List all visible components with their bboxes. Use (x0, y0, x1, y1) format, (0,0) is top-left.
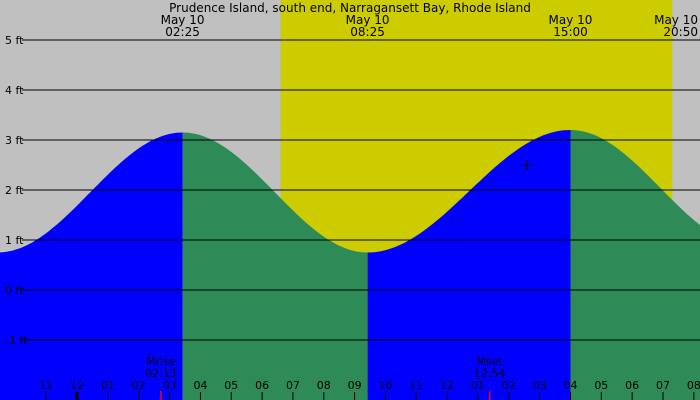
hour-tick-label: 08 (317, 379, 331, 392)
hour-axis: 11 12 01 02 03 04 05 06 07 08 09 10 11 12 01 02 03 04 05 06… (39, 379, 700, 400)
y-tick-label: 5 ft (5, 34, 24, 47)
hour-tick-label: 02 (502, 379, 516, 392)
hour-tick-label: 06 (625, 379, 639, 392)
y-tick-label: 4 ft (5, 84, 24, 97)
hour-tick-label: 01 (471, 379, 485, 392)
tide-event-date: May 10 (346, 13, 390, 27)
tide-event-date: May 10 (161, 13, 205, 27)
hour-tick-label: 03 (533, 379, 547, 392)
moon-event-time: 12:54 (474, 367, 506, 380)
y-axis-labels: 5 ft 4 ft 3 ft 2 ft 1 ft 0 ft -1 ft (5, 34, 28, 347)
moon-event-time: 02:13 (145, 367, 177, 380)
falling-tide-area (182, 132, 368, 400)
midnight-tick (75, 392, 79, 400)
tide-event-time: 08:25 (350, 25, 385, 39)
hour-tick-label: 04 (563, 379, 577, 392)
hour-tick-label: 05 (224, 379, 238, 392)
hour-tick-label: 08 (687, 379, 700, 392)
hour-tick-label: 04 (193, 379, 207, 392)
hour-tick-label: 11 (39, 379, 53, 392)
hour-tick-label: 09 (348, 379, 362, 392)
rising-tide-area (367, 130, 571, 400)
hour-tick-label: 11 (409, 379, 423, 392)
hour-tick-label: 03 (163, 379, 177, 392)
hour-tick-label: 12 (440, 379, 454, 392)
y-tick-label: 1 ft (5, 234, 24, 247)
moon-event-name: Mset (477, 355, 504, 368)
height-gridlines (22, 39, 700, 341)
moon-event-name: Mrise (146, 355, 176, 368)
tide-event-time: 20:50 (663, 25, 698, 39)
hour-tick-label: 05 (594, 379, 608, 392)
tide-event-time: 02:25 (165, 25, 200, 39)
tide-event-date: May 10 (549, 13, 593, 27)
tide-areas (0, 130, 700, 400)
hour-tick-label: 12 (70, 379, 84, 392)
hour-tick-label: 10 (378, 379, 392, 392)
falling-tide-area (570, 130, 700, 400)
hour-tick-label: 07 (286, 379, 300, 392)
hour-tick-label: 06 (255, 379, 269, 392)
y-tick-label: 2 ft (5, 184, 24, 197)
hour-tick-label: 02 (132, 379, 146, 392)
tide-event-date: May 10 (654, 13, 698, 27)
y-tick-label: -1 ft (5, 334, 28, 347)
y-tick-label: 3 ft (5, 134, 24, 147)
tide-event-time: 15:00 (553, 25, 588, 39)
hour-tick-label: 01 (101, 379, 115, 392)
y-tick-label: 0 ft (5, 284, 24, 297)
rising-tide-area (0, 132, 183, 400)
current-position-marker (521, 160, 532, 170)
chart-title: Prudence Island, south end, Narragansett… (169, 1, 531, 15)
hour-tick-label: 07 (656, 379, 670, 392)
